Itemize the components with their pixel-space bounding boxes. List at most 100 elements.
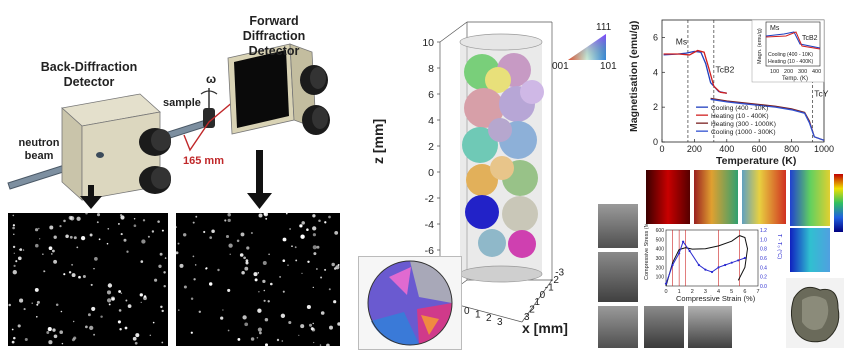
stress-y-tick-label: 200 xyxy=(656,265,665,271)
distance-lines xyxy=(183,95,241,152)
arrow-down-right xyxy=(247,150,272,209)
diffraction-spot xyxy=(241,271,245,275)
mag-annotation: Ms xyxy=(676,36,687,46)
diffraction-spot xyxy=(118,309,122,312)
diffraction-spot xyxy=(295,259,298,262)
diffraction-spot xyxy=(120,215,125,220)
diffraction-spot xyxy=(312,233,316,237)
diffraction-spot xyxy=(13,264,16,268)
diffraction-spot xyxy=(229,253,231,255)
stress-y2-tick-label: 0.0 xyxy=(760,284,767,290)
diffraction-spot xyxy=(89,325,94,331)
diffraction-spot xyxy=(51,249,55,253)
diffraction-spot xyxy=(149,334,152,337)
diffraction-spot xyxy=(257,327,262,332)
diffraction-spot xyxy=(256,336,259,339)
forward-detector-label: Forward Diffraction Detector xyxy=(242,14,306,58)
diffraction-spot xyxy=(135,333,140,338)
z-tick-label: 0 xyxy=(428,167,434,179)
diffraction-spot xyxy=(228,243,233,248)
diffraction-spot xyxy=(190,297,194,301)
stress-x-tick-label: 3 xyxy=(704,289,707,295)
diffraction-spot xyxy=(24,337,28,342)
diffraction-spot xyxy=(301,221,305,225)
x-tick-label: -1 xyxy=(545,282,554,293)
diffraction-spot xyxy=(300,234,305,239)
z-tick-label: 6 xyxy=(428,89,434,101)
diffraction-spot xyxy=(222,309,224,311)
diffraction-spot xyxy=(288,320,292,325)
x-tick-label: -2 xyxy=(550,275,559,286)
mag-legend-entry: Cooling (400 - 10K) xyxy=(711,105,768,112)
diffraction-spot xyxy=(126,250,129,253)
ebsd-map-inset xyxy=(358,256,462,350)
diffraction-spot xyxy=(250,337,255,341)
z-tick-label: -6 xyxy=(425,245,434,257)
diffraction-spot xyxy=(76,246,79,249)
diffraction-spot xyxy=(281,340,284,342)
diffraction-spot xyxy=(142,219,146,222)
diffraction-spot xyxy=(263,212,269,217)
diffraction-spot xyxy=(55,303,59,307)
diffraction-spot xyxy=(163,284,166,288)
diffraction-spot xyxy=(124,326,128,330)
triangle-label-111: 111 xyxy=(596,22,612,33)
x-tick-label: 1 xyxy=(534,297,540,308)
diffraction-spot xyxy=(262,261,267,265)
diffraction-spot xyxy=(312,226,317,231)
diffraction-spot xyxy=(245,259,249,262)
diffraction-spot xyxy=(263,289,266,292)
diffraction-spot xyxy=(31,302,33,304)
inset-x-tick-label: 200 xyxy=(784,69,793,75)
diffraction-spot xyxy=(39,238,41,240)
diffraction-spot xyxy=(253,272,258,277)
diffraction-spot xyxy=(298,334,300,337)
diffraction-spot xyxy=(85,325,88,329)
diffraction-spot xyxy=(34,287,39,292)
stress-y2-axis-label: T - T₀ (°C) xyxy=(776,234,782,259)
diffraction-spot xyxy=(65,234,69,239)
temperature-point xyxy=(724,263,727,267)
diffraction-spot xyxy=(265,217,268,220)
diffraction-spot xyxy=(313,252,317,256)
diffraction-spot xyxy=(337,263,340,266)
optical-frame xyxy=(688,306,732,348)
stress-series-line xyxy=(665,235,749,287)
diffraction-spot xyxy=(331,262,335,267)
stress-y2-tick-label: 0.4 xyxy=(760,265,767,271)
diffraction-spot xyxy=(23,308,26,311)
diffraction-spot xyxy=(175,251,179,255)
stress-y2-tick-label: 1.2 xyxy=(760,228,767,234)
diffraction-spot xyxy=(245,261,249,265)
diffraction-spot xyxy=(13,252,15,254)
diffraction-spot xyxy=(8,303,11,307)
diffraction-spot xyxy=(268,253,270,256)
diffraction-spot xyxy=(68,215,73,220)
diffraction-spot xyxy=(71,338,75,342)
diffraction-spot xyxy=(190,331,193,334)
diffraction-spot xyxy=(217,268,220,272)
grain xyxy=(508,230,536,258)
diffraction-spot xyxy=(68,271,72,274)
diffraction-spot xyxy=(163,271,166,274)
stress-y2-tick-label: 0.8 xyxy=(760,247,767,253)
diffraction-spot xyxy=(71,273,76,278)
diffraction-spot xyxy=(264,317,269,322)
thermal-frame xyxy=(742,170,786,226)
magnetisation-chart: 0 200 400 600 800 1000 0 2 4 6 Ms TcB2 TcY Cooling (4… xyxy=(653,19,834,154)
grain xyxy=(462,127,498,163)
diffraction-spot xyxy=(49,225,54,230)
grain xyxy=(464,88,504,128)
diffraction-spot xyxy=(209,236,213,239)
diffraction-spot xyxy=(106,290,112,295)
temperature-point xyxy=(681,240,685,243)
stress-x-tick-label: 1 xyxy=(678,289,681,295)
diffraction-spot xyxy=(147,235,150,238)
stress-y-tick-label: 100 xyxy=(656,275,665,281)
diffraction-spot xyxy=(52,328,56,332)
stress-x-axis-label: Compressive Strain (%) xyxy=(676,294,756,303)
mag-series-line xyxy=(710,98,825,141)
diffraction-spot xyxy=(276,338,280,342)
